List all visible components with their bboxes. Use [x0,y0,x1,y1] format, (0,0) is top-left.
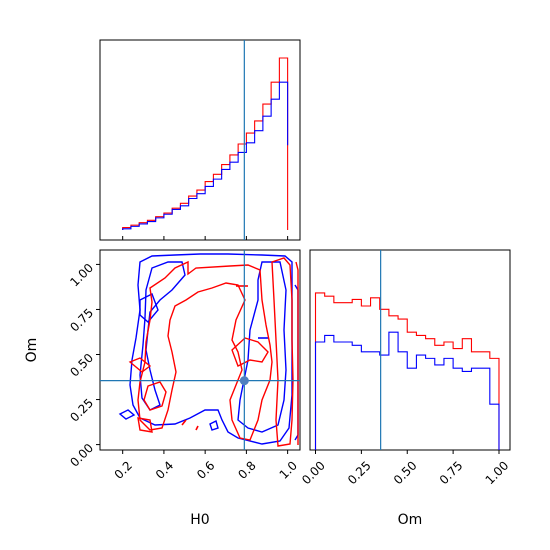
histogram-om-x-tick-label: 0.25 [345,458,374,487]
contour-red-edge-2 [295,261,299,445]
contour-blue-inner [139,261,186,411]
contour-y-tick-label: 0.25 [67,396,96,425]
contour-y-tick-label: 1.00 [67,261,96,290]
contour-y-tick-label: 0.50 [67,351,96,380]
contour-red-inner-mid [231,337,269,367]
contour-red-right-edge [271,257,294,447]
contour-red-blob-2 [137,417,153,433]
histogram-om-xlabel: Om [398,512,423,528]
contour-x-tick-label: 0.2 [112,458,135,481]
histogram-om-series [314,292,500,450]
contour-blue-blob-2 [209,419,219,431]
histogram-h0-panel [99,39,301,241]
histogram-om-series-blue [314,331,500,450]
histogram-om-series-red [314,292,500,450]
contour-y-tick-label: 0.75 [67,306,96,335]
histogram-h0-series [122,57,289,230]
histogram-h0-series-blue [122,81,289,230]
contour-ylabel: Om [24,338,40,363]
contour-red-outer [137,260,273,441]
contour-x-tick-label: 0.8 [235,458,258,481]
histogram-om-x-tick-label: 1.00 [483,458,512,487]
contour-truth-point [239,376,249,386]
histogram-om-x-tick-label: 0.75 [437,458,466,487]
contour-red-dash-3 [195,425,199,431]
contour-x-tick-label: 0.6 [194,458,217,481]
histogram-om-ticks: 0.00 0.25 0.50 0.75 1.00 [299,450,511,487]
contour-blue-right [237,261,287,433]
contour-panel: 0.2 0.4 0.6 0.8 1.0 0.00 0.25 0.50 0.75 1.00 H0 O… [24,249,301,528]
histogram-h0-ticks [122,236,289,240]
histogram-om-frame [309,249,511,451]
contour-red-dash-2 [181,419,187,426]
contour-blue-blob-1 [118,409,136,420]
contour-red-blob-1 [128,357,152,373]
histogram-om-x-tick-label: 0.50 [391,458,420,487]
contour-red-inner-left [143,381,167,411]
contour-x-tick-label: 0.4 [153,458,176,481]
contour-xlabel: H0 [190,512,209,528]
contour-x-tick-label: 1.0 [277,458,300,481]
contour-blue-blob-3 [139,293,159,323]
histogram-h0-frame [99,39,301,241]
contour-y-tick-label: 0.00 [67,441,96,470]
histogram-om-x-tick-label: 0.00 [299,458,328,487]
histogram-om-panel: 0.00 0.25 0.50 0.75 1.00 Om [299,249,511,528]
